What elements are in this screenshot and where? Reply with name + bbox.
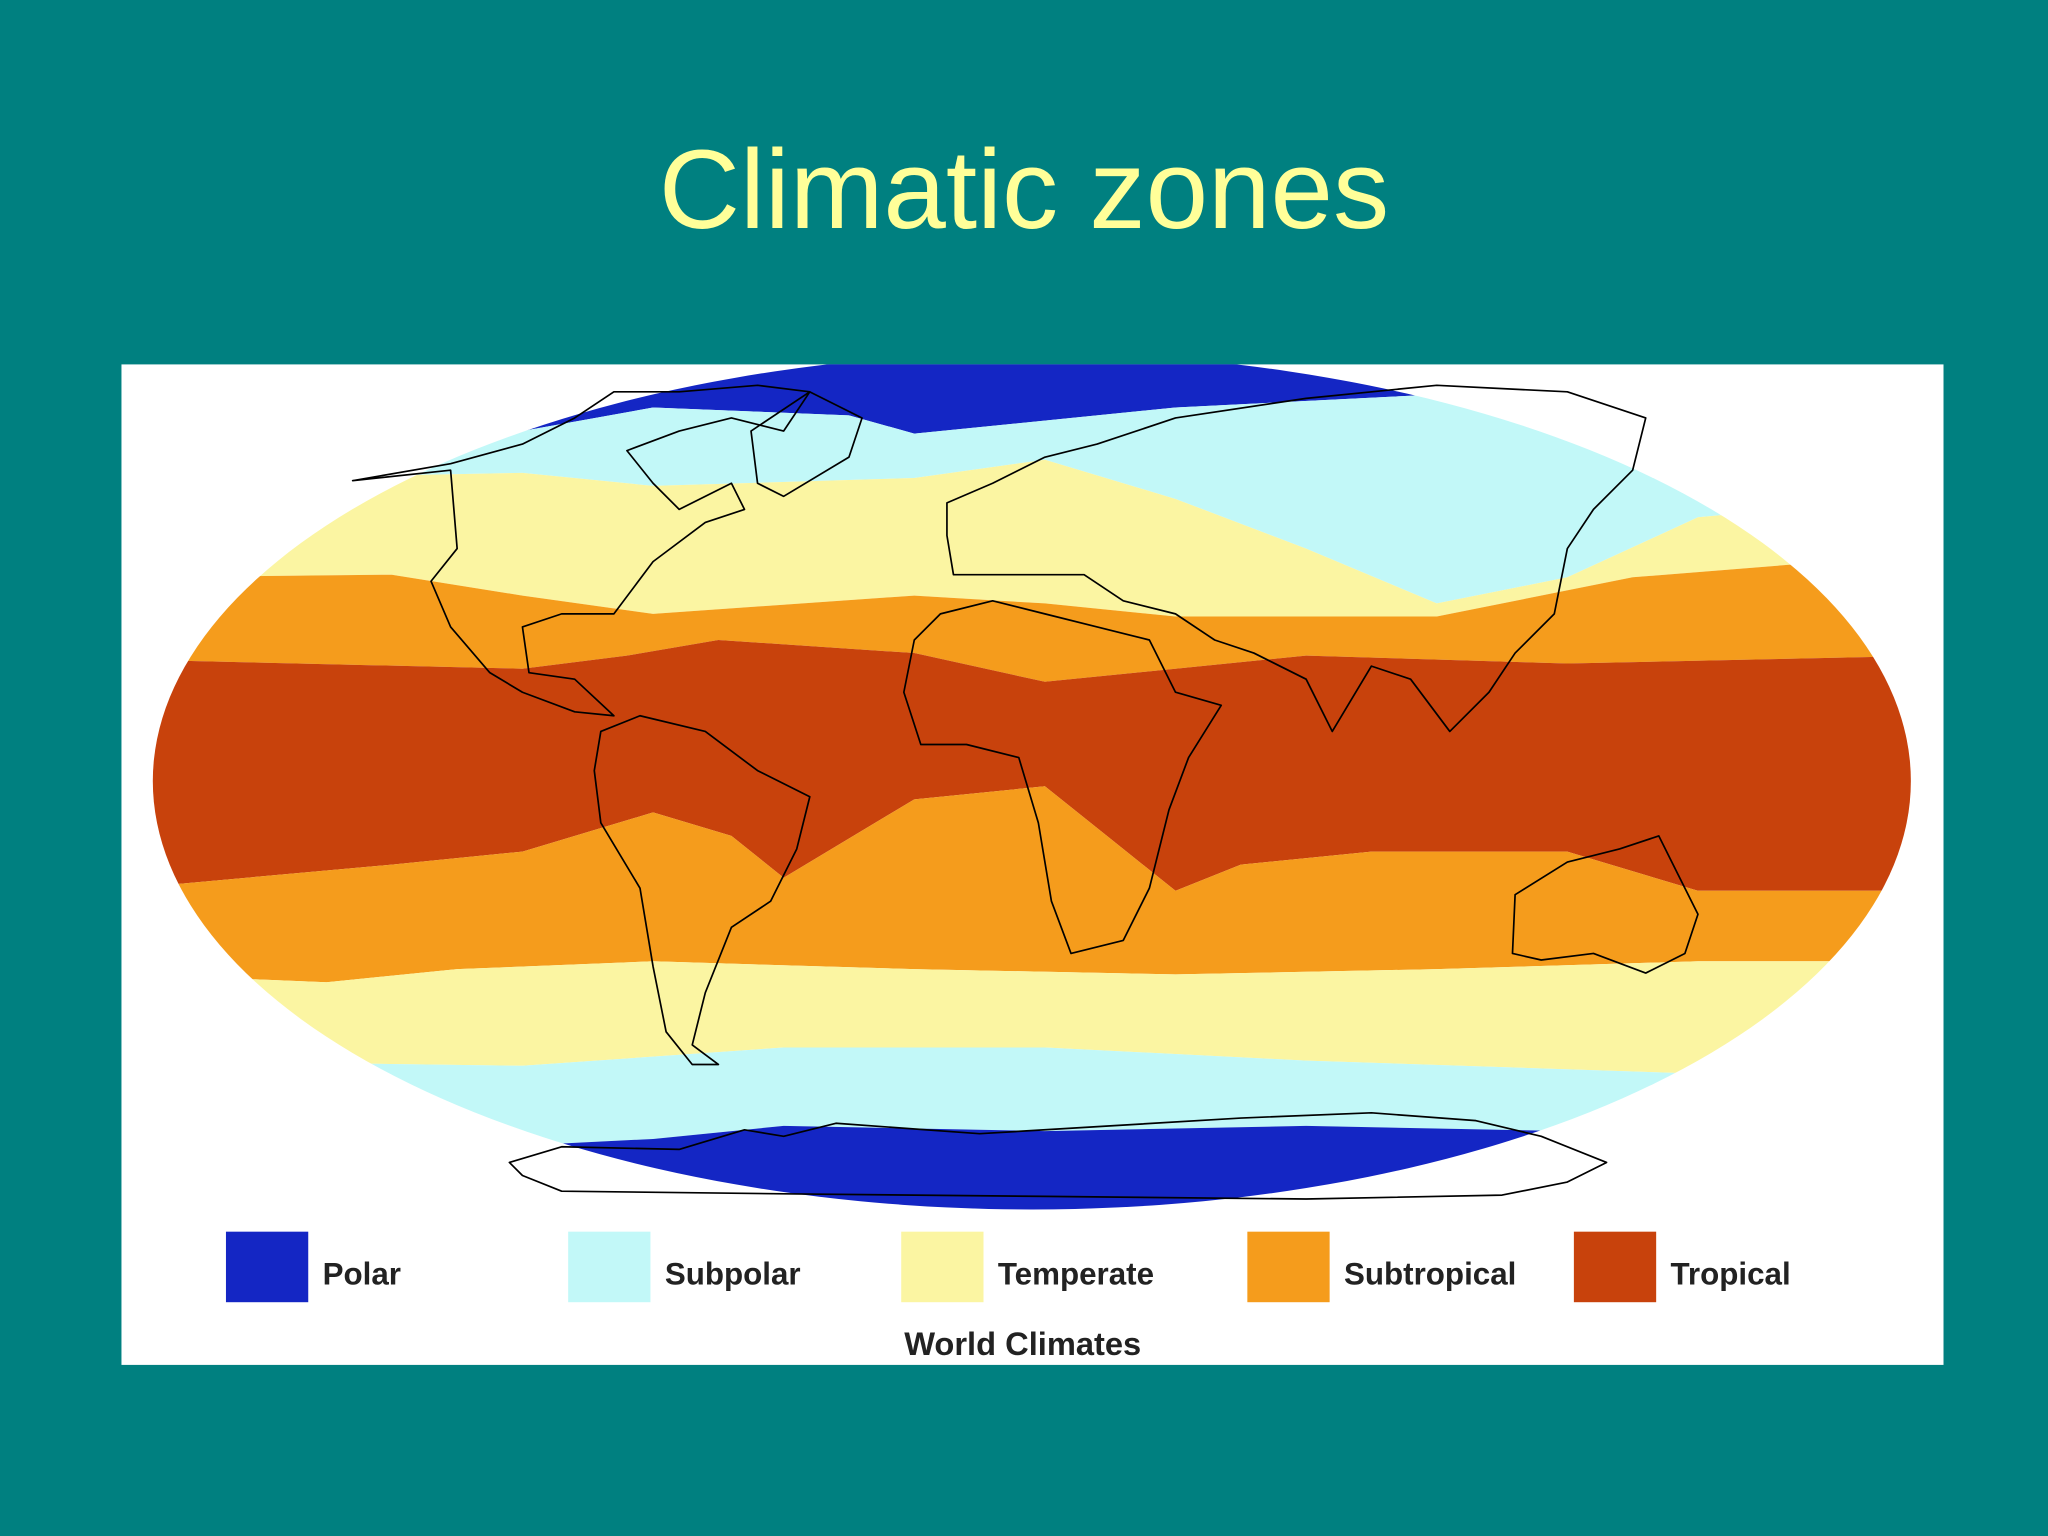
legend-label: Subtropical (1344, 1256, 1516, 1291)
south-america (593, 714, 811, 1066)
legend-label: Subpolar (665, 1256, 801, 1291)
climate-band (152, 1047, 1911, 1166)
legend-swatch (1247, 1231, 1330, 1303)
climate-band (152, 786, 1911, 983)
legend-swatch (568, 1231, 651, 1303)
climate-band (152, 459, 1911, 617)
eurasia (946, 384, 1647, 733)
legend-swatch (901, 1231, 984, 1303)
slide-title: Climatic zones (659, 126, 1389, 252)
legend-label: Polar (323, 1256, 401, 1291)
climate-band (152, 640, 1911, 891)
greenland (750, 390, 863, 498)
climate-band (152, 961, 1911, 1074)
map-caption: World Climates (904, 1325, 1141, 1362)
continent-outlines (351, 384, 1699, 1200)
antarctica (508, 1111, 1608, 1200)
climate-band (152, 394, 1911, 604)
north-america (351, 384, 811, 717)
climate-band (152, 364, 1911, 473)
africa (902, 599, 1223, 955)
legend-label: Temperate (998, 1256, 1154, 1291)
australia (1511, 835, 1699, 974)
legend-swatch (1573, 1231, 1657, 1303)
legend-label: Tropical (1671, 1256, 1791, 1291)
legend-swatch (225, 1231, 309, 1303)
climate-band (152, 561, 1911, 682)
legend: Polar Subpolar Temperate Subtropical Tropica… (225, 1231, 1791, 1303)
